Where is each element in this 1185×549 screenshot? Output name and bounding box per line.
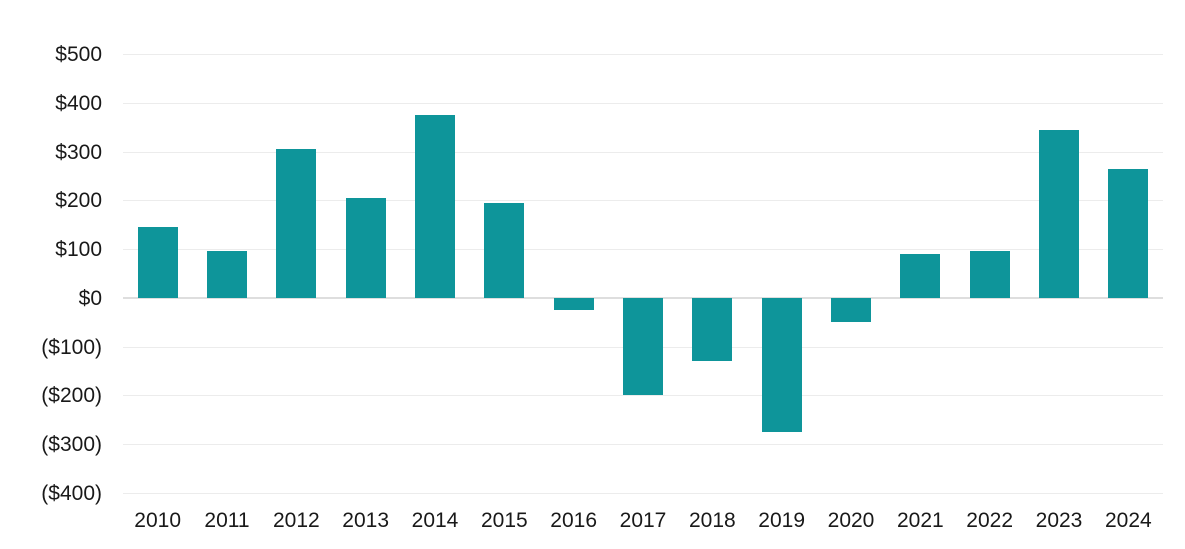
gridline	[123, 200, 1163, 202]
x-tick-label: 2015	[480, 509, 528, 532]
gridline	[123, 492, 1163, 494]
x-tick-label: 2016	[550, 509, 598, 532]
x-tick-label: 2022	[966, 509, 1014, 532]
gridline	[123, 395, 1163, 397]
bar-2020	[831, 297, 871, 323]
bar-2010	[137, 227, 178, 298]
gridline	[123, 249, 1163, 250]
bar-2022	[969, 251, 1010, 298]
x-tick-label: 2018	[688, 509, 736, 532]
bar-2011	[207, 251, 247, 298]
y-tick-label: $100	[55, 238, 102, 261]
x-tick-label: 2010	[134, 509, 182, 532]
x-tick-label: 2014	[411, 509, 459, 532]
bar-2021	[900, 253, 941, 298]
y-tick-label: ($100)	[41, 335, 102, 359]
x-tick-label: 2017	[619, 509, 667, 532]
y-tick-label: $0	[78, 286, 102, 310]
bar-2017	[623, 297, 663, 396]
y-tick-label: $300	[55, 140, 102, 164]
y-tick-label: ($400)	[41, 481, 102, 505]
gridline	[123, 54, 1163, 55]
plot-area	[123, 0, 1163, 549]
x-tick-label: 2013	[342, 509, 390, 532]
x-tick-label: 2021	[896, 509, 944, 532]
x-tick-label: 2019	[758, 509, 806, 532]
y-tick-label: ($300)	[41, 433, 102, 456]
bar-2015	[484, 202, 525, 298]
bar-2023	[1039, 129, 1079, 298]
y-tick-label: $200	[55, 189, 102, 213]
bar-2012	[276, 149, 317, 298]
gridline	[123, 151, 1163, 153]
gridline	[123, 102, 1163, 104]
bar-2013	[345, 197, 386, 298]
bar-2024	[1108, 168, 1149, 298]
y-tick-label: ($200)	[41, 384, 102, 408]
x-tick-label: 2024	[1104, 509, 1152, 532]
bar-2016	[553, 297, 594, 310]
bar-2018	[692, 297, 733, 362]
bar-2019	[761, 297, 802, 432]
x-tick-label: 2011	[204, 509, 250, 532]
bar-2014	[415, 114, 455, 298]
y-tick-label: $500	[55, 43, 102, 66]
x-tick-label: 2020	[827, 509, 875, 532]
y-tick-label: $400	[55, 91, 102, 115]
gridline	[123, 444, 1163, 445]
x-tick-label: 2012	[272, 509, 320, 532]
x-tick-label: 2023	[1035, 509, 1083, 532]
